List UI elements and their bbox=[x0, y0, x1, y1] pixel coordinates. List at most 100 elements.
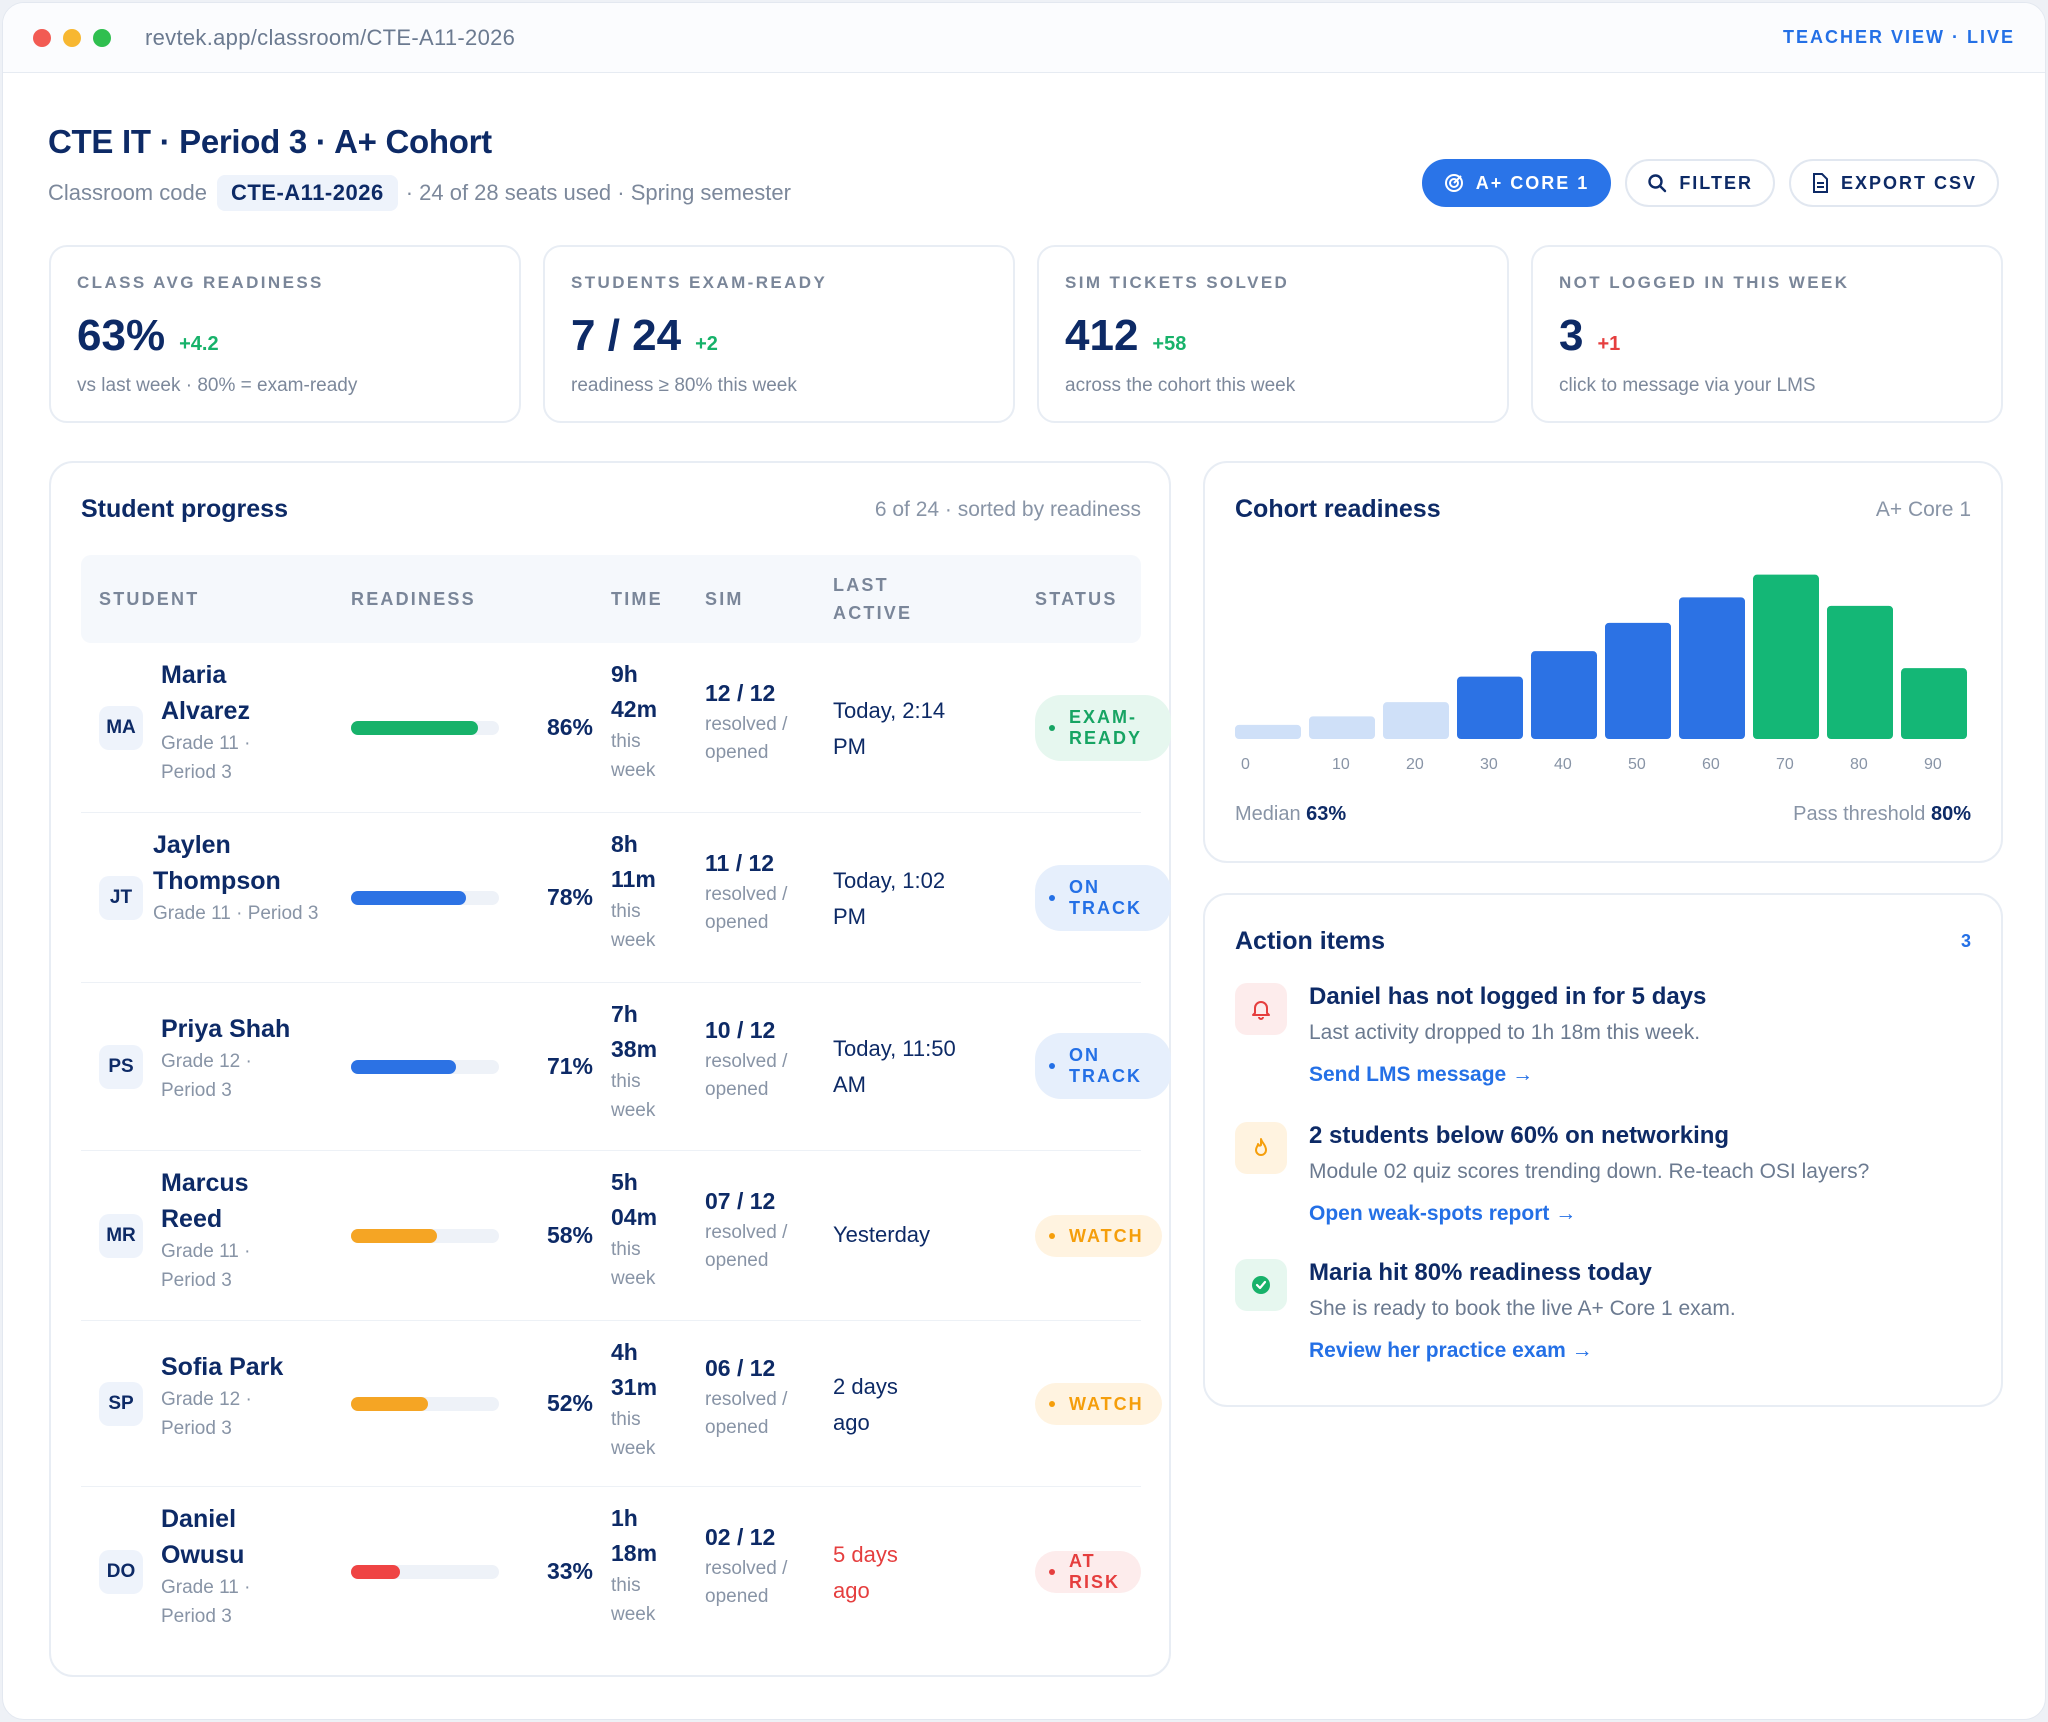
study-time-note: this week bbox=[611, 1239, 656, 1289]
address-bar-url[interactable]: revtek.app/classroom/CTE-A11-2026 bbox=[145, 24, 516, 50]
minimize-window-dot[interactable] bbox=[63, 28, 81, 47]
kpi-label: NOT LOGGED IN THIS WEEK bbox=[1559, 273, 1850, 292]
student-name: Jaylen Thompson Grade 11 · Period 3 bbox=[153, 827, 323, 928]
table-row[interactable]: JT Jaylen Thompson Grade 11 · Period 3 7… bbox=[81, 813, 1171, 983]
sim-tickets-value: 12 / 12 bbox=[705, 680, 776, 706]
readiness-percent: 86% bbox=[546, 714, 593, 740]
histogram-bar-50 bbox=[1605, 622, 1671, 739]
student-grade: Grade 11 · Period 3 bbox=[161, 733, 251, 783]
review-practice-exam-link[interactable]: Review her practice exam → bbox=[1309, 1339, 1593, 1362]
readiness-percent: 71% bbox=[546, 1053, 593, 1079]
header-actions: A+ CORE 1 FILTER EXPORT CSV bbox=[1421, 159, 1999, 207]
kpi-value: 412 bbox=[1065, 311, 1139, 360]
sim-tickets-value: 07 / 12 bbox=[705, 1188, 776, 1214]
histogram-tick-label: 0 bbox=[1241, 756, 1250, 773]
table-row[interactable]: MR Marcus Reed Grade 11 · Period 3 58% 5… bbox=[81, 1151, 1162, 1321]
histogram-tick-label: 50 bbox=[1628, 756, 1646, 773]
action-items-card: Action items 3 Daniel has not logged in … bbox=[1203, 893, 2003, 1407]
readiness-bar bbox=[351, 1397, 499, 1411]
student-name-text: Marcus Reed bbox=[161, 1169, 249, 1233]
student-name-text: Sofia Park bbox=[161, 1353, 284, 1381]
status-label: AT RISK bbox=[1069, 1551, 1121, 1592]
status-badge: ON TRACK bbox=[1035, 1033, 1171, 1099]
student-name-text: Priya Shah bbox=[161, 1015, 291, 1043]
kpi-label: SIM TICKETS SOLVED bbox=[1065, 273, 1290, 292]
column-readiness[interactable]: READINESS bbox=[351, 589, 476, 609]
study-time: 8h 11m this week bbox=[611, 827, 681, 955]
sim-tickets: 07 / 12 resolved / opened bbox=[705, 1184, 805, 1275]
kpi-label: CLASS AVG READINESS bbox=[77, 273, 324, 292]
last-active: Yesterday bbox=[833, 1222, 931, 1247]
sim-tickets-value: 10 / 12 bbox=[705, 1017, 776, 1043]
readiness-percent: 33% bbox=[546, 1558, 593, 1584]
histogram-tick-label: 40 bbox=[1554, 756, 1572, 773]
kpi-card-sim-tickets: SIM TICKETS SOLVED 412 +58 across the co… bbox=[1037, 245, 1509, 423]
status-badge: AT RISK bbox=[1035, 1551, 1141, 1593]
table-row[interactable]: MA Maria Alvarez Grade 11 · Period 3 86%… bbox=[81, 643, 1171, 813]
last-active: 2 days ago bbox=[833, 1374, 898, 1435]
classroom-code-chip[interactable]: CTE-A11-2026 bbox=[216, 175, 398, 211]
status-badge: WATCH bbox=[1035, 1215, 1162, 1257]
readiness-bar bbox=[351, 1060, 499, 1074]
column-student[interactable]: STUDENT bbox=[99, 589, 200, 609]
median-value: 63% bbox=[1306, 803, 1347, 825]
readiness-bar bbox=[351, 1229, 499, 1243]
sim-tickets: 12 / 12 resolved / opened bbox=[705, 676, 805, 767]
histogram-tick-label: 30 bbox=[1480, 756, 1498, 773]
table-row[interactable]: PS Priya Shah Grade 12 · Period 3 71% 7h… bbox=[81, 983, 1171, 1151]
close-window-dot[interactable] bbox=[33, 28, 51, 47]
kpi-value: 3 bbox=[1559, 311, 1584, 360]
study-time-note: this week bbox=[611, 731, 656, 781]
avatar: PS bbox=[99, 1045, 143, 1089]
send-lms-message-link[interactable]: Send LMS message → bbox=[1309, 1063, 1534, 1086]
avatar: MR bbox=[99, 1214, 143, 1258]
course-core-button[interactable]: A+ CORE 1 bbox=[1421, 159, 1612, 207]
column-status[interactable]: STATUS bbox=[1035, 589, 1118, 609]
student-progress-card: Student progress 6 of 24 · sorted by rea… bbox=[49, 461, 1171, 1677]
flame-icon bbox=[1235, 1122, 1287, 1174]
kpi-delta: +1 bbox=[1597, 333, 1621, 355]
seats-info: · 24 of 28 seats used · Spring semester bbox=[405, 180, 791, 205]
action-item-desc: Last activity dropped to 1h 18m this wee… bbox=[1309, 1021, 1701, 1044]
cohort-readiness-card: Cohort readiness A+ Core 1 0 10 20 30 40 50 60… bbox=[1203, 461, 2003, 863]
median-stat: Median 63% bbox=[1235, 803, 1346, 826]
sim-tickets-note: resolved / opened bbox=[705, 884, 788, 933]
table-row[interactable]: DO Daniel Owusu Grade 11 · Period 3 33% … bbox=[81, 1487, 1141, 1653]
histogram-bar-10 bbox=[1309, 716, 1375, 739]
kpi-delta: +2 bbox=[695, 333, 718, 355]
kpi-note: click to message via your LMS bbox=[1559, 375, 1816, 396]
histogram-bar-90 bbox=[1901, 668, 1967, 739]
view-mode-label: TEACHER VIEW · LIVE bbox=[1782, 27, 2015, 47]
study-time-value: 9h 42m bbox=[611, 661, 658, 722]
readiness-bar-fill bbox=[351, 1060, 457, 1074]
column-sim[interactable]: SIM bbox=[705, 589, 744, 609]
readiness-bar-fill bbox=[351, 1565, 400, 1579]
kpi-card-exam-ready: STUDENTS EXAM-READY 7 / 24 +2 readiness … bbox=[543, 245, 1015, 423]
student-grade: Grade 12 · Period 3 bbox=[161, 1389, 252, 1439]
action-item-title: Maria hit 80% readiness today bbox=[1309, 1259, 1652, 1286]
column-last-active[interactable]: LAST ACTIVE bbox=[833, 575, 913, 623]
sim-tickets-note: resolved / opened bbox=[705, 1051, 788, 1100]
sim-tickets-value: 11 / 12 bbox=[705, 850, 775, 876]
maximize-window-dot[interactable] bbox=[93, 28, 111, 47]
student-name: Priya Shah Grade 12 · Period 3 bbox=[161, 1011, 331, 1105]
column-time[interactable]: TIME bbox=[611, 589, 663, 609]
filter-button[interactable]: FILTER bbox=[1625, 159, 1775, 207]
open-weak-spots-link[interactable]: Open weak-spots report → bbox=[1309, 1202, 1577, 1225]
student-name: Daniel Owusu Grade 11 · Period 3 bbox=[161, 1501, 261, 1631]
sim-tickets-value: 02 / 12 bbox=[705, 1524, 776, 1550]
export-csv-button[interactable]: EXPORT CSV bbox=[1788, 159, 1999, 207]
classroom-code-label: Classroom code bbox=[48, 180, 207, 205]
histogram-tick-label: 90 bbox=[1924, 756, 1942, 773]
avatar: JT bbox=[99, 876, 143, 920]
readiness-bar-fill bbox=[351, 1229, 437, 1243]
action-item-title: Daniel has not logged in for 5 days bbox=[1309, 983, 1707, 1010]
histogram-bar-20 bbox=[1383, 702, 1449, 739]
table-row[interactable]: SP Sofia Park Grade 12 · Period 3 52% 4h… bbox=[81, 1321, 1162, 1487]
kpi-card-not-logged-in[interactable]: NOT LOGGED IN THIS WEEK 3 +1 click to me… bbox=[1531, 245, 2003, 423]
student-grade: Grade 12 · Period 3 bbox=[161, 1051, 252, 1101]
pass-threshold-stat: Pass threshold 80% bbox=[1793, 803, 1971, 826]
status-badge: ON TRACK bbox=[1035, 865, 1171, 931]
study-time-value: 8h 11m bbox=[611, 831, 656, 892]
readiness-bar-fill bbox=[351, 891, 467, 905]
